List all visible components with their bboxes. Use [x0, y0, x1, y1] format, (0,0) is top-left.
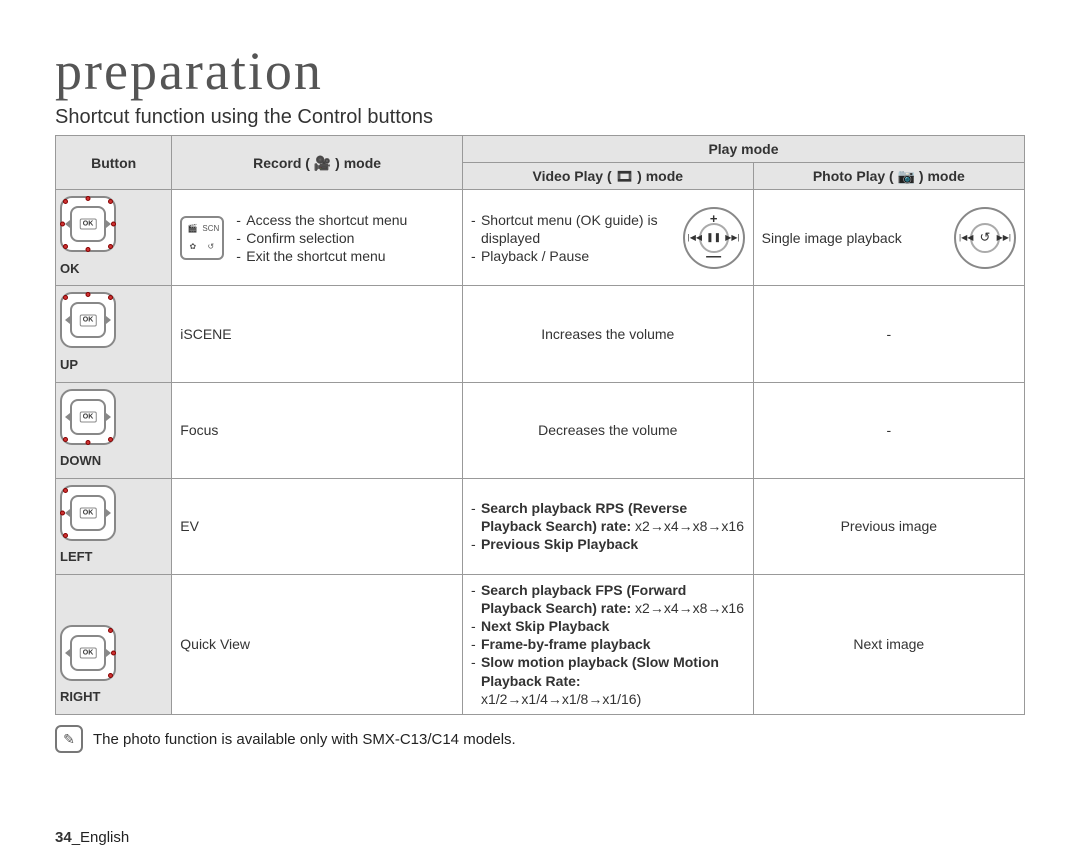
- right-button-icon: OK: [60, 625, 116, 681]
- right-rec: Quick View: [172, 574, 463, 714]
- row-down: OK DOWN Focus Decreases the volume -: [56, 382, 1025, 478]
- ok-rec-3: Exit the shortcut menu: [236, 247, 407, 265]
- ok-rec-1: Access the shortcut menu: [236, 211, 407, 229]
- up-rec: iSCENE: [172, 286, 463, 382]
- row-right: OK RIGHT Quick View Search playback FPS …: [56, 574, 1025, 714]
- ok-vid-2: Playback / Pause: [471, 247, 673, 265]
- right-vid-2: Next Skip Playback: [481, 618, 609, 634]
- left-vid-2: Previous Skip Playback: [481, 536, 638, 552]
- photo-control-wheel-icon: |◀◀▶▶|↺: [954, 207, 1016, 269]
- video-control-wheel-icon: +— |◀◀▶▶|❚❚: [683, 207, 745, 269]
- th-video: Video Play ( 🎞 ) mode: [462, 163, 753, 190]
- record-mode-grid-icon: 🎬SCN✿↺: [180, 216, 224, 260]
- footnote-text: The photo function is available only wit…: [93, 731, 516, 748]
- th-record: Record ( 🎥 ) mode: [172, 136, 463, 190]
- up-vid: Increases the volume: [462, 286, 753, 382]
- page-number: 34_English: [55, 829, 129, 846]
- down-vid: Decreases the volume: [462, 382, 753, 478]
- left-rec: EV: [172, 478, 463, 574]
- right-label: RIGHT: [60, 689, 167, 706]
- left-button-icon: OK: [60, 485, 116, 541]
- ok-pho: Single image playback: [762, 229, 944, 247]
- up-pho: -: [753, 286, 1024, 382]
- section-subtitle: Shortcut function using the Control butt…: [55, 106, 1025, 129]
- th-photo: Photo Play ( 📷 ) mode: [753, 163, 1024, 190]
- th-button: Button: [56, 136, 172, 190]
- right-pho: Next image: [753, 574, 1024, 714]
- ok-button-icon: OK: [60, 196, 116, 252]
- down-label: DOWN: [60, 453, 167, 470]
- up-label: UP: [60, 357, 167, 374]
- row-up: OK UP iSCENE Increases the volume -: [56, 286, 1025, 382]
- ok-vid-1: Shortcut menu (OK guide) is displayed: [471, 211, 673, 247]
- right-vid-3: Frame-by-frame playback: [481, 636, 651, 652]
- right-vid-1r: x2→x4→x8→x16: [631, 600, 744, 616]
- right-vid-4r: x1/2→x1/4→x1/8→x1/16): [481, 691, 641, 707]
- page-title: preparation: [55, 40, 1025, 102]
- shortcut-table: Button Record ( 🎥 ) mode Play mode Video…: [55, 135, 1025, 715]
- left-vid-1r: x2→x4→x8→x16: [631, 518, 744, 534]
- ok-rec-2: Confirm selection: [236, 229, 407, 247]
- down-button-icon: OK: [60, 389, 116, 445]
- down-rec: Focus: [172, 382, 463, 478]
- th-play: Play mode: [462, 136, 1024, 163]
- right-vid-4: Slow motion playback (Slow Motion Playba…: [481, 654, 719, 688]
- row-ok: OK OK 🎬SCN✿↺ Access the shortcut menu Co…: [56, 190, 1025, 286]
- left-pho: Previous image: [753, 478, 1024, 574]
- left-label: LEFT: [60, 549, 167, 566]
- row-left: OK LEFT EV Search playback RPS (Reverse …: [56, 478, 1025, 574]
- down-pho: -: [753, 382, 1024, 478]
- ok-label: OK: [60, 261, 167, 278]
- up-button-icon: OK: [60, 292, 116, 348]
- note-icon: ✎: [55, 725, 83, 753]
